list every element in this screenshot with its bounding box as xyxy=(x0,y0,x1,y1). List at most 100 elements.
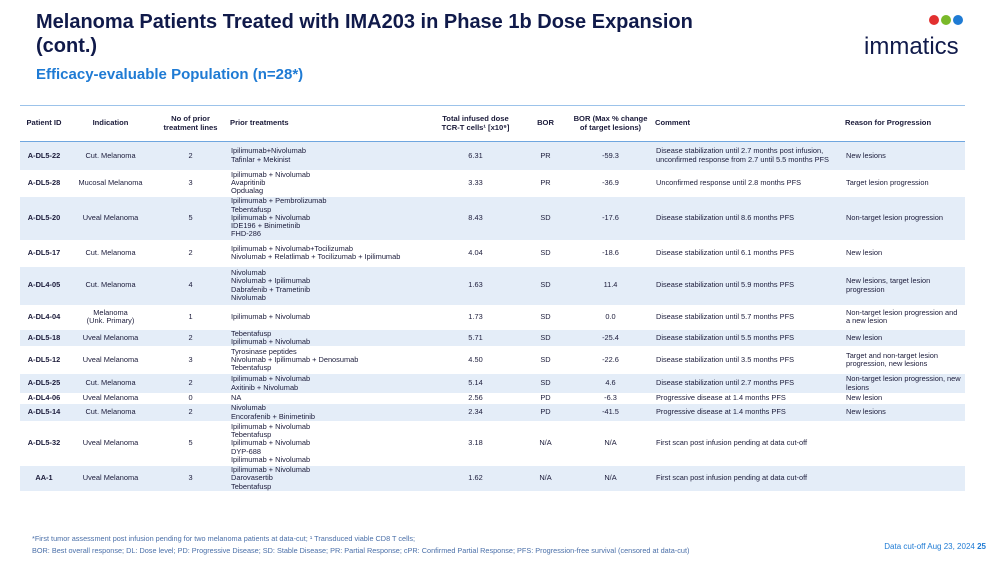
logo-text: immatics xyxy=(864,33,959,60)
table-cell: A-DL5-14 xyxy=(20,404,68,422)
table-cell: First scan post infusion pending at data… xyxy=(656,438,808,448)
table-row: A-DL5-12 Uveal Melanoma 3 Tyrosinase peptid… xyxy=(20,346,965,374)
column-header: BOR xyxy=(523,105,568,142)
table-cell: Ipilimumab + Nivolumab Tebentafusp Ipili… xyxy=(231,421,311,465)
table-cell: Cut. Melanoma xyxy=(68,404,153,422)
table-cell: -25.4 xyxy=(568,329,653,347)
table-cell: Disease stabilization until 2.7 months P… xyxy=(653,374,843,394)
table-cell: 0.0 xyxy=(605,311,616,321)
table-cell: Mucosal Melanoma xyxy=(78,177,143,187)
table-cell: SD xyxy=(523,266,568,305)
table-cell: Target and non-target lesion progression… xyxy=(846,350,939,369)
column-header: No of prior treatment lines xyxy=(153,105,228,142)
table-cell: -18.6 xyxy=(602,247,619,257)
cutoff-text: Data cut-off Aug 23, 2024 xyxy=(884,542,975,551)
footnote: BOR: Best overall response; DL: Dose lev… xyxy=(32,546,690,555)
slide-title: Melanoma Patients Treated with IMA203 in… xyxy=(36,11,693,57)
table-cell: Uveal Melanoma xyxy=(68,466,153,492)
table-cell: 1.62 xyxy=(428,466,523,492)
table-cell: -6.3 xyxy=(604,393,617,403)
table-cell: Uveal Melanoma xyxy=(82,393,139,403)
table-row: A-DL5-32 Uveal Melanoma 5 Ipilimumab + Nivo… xyxy=(20,421,965,466)
table-cell: First scan post infusion pending at data… xyxy=(653,466,843,492)
table-cell: 2 xyxy=(153,329,228,347)
table-cell: 3.33 xyxy=(468,177,483,187)
table-cell: A-DL5-22 xyxy=(20,141,68,170)
table-cell: 2 xyxy=(188,247,193,257)
table-cell: SD xyxy=(540,311,551,321)
table-cell: PR xyxy=(523,141,568,170)
table-cell: A-DL5-25 xyxy=(20,374,68,394)
table-row: A-DL5-25 Cut. Melanoma 2 Ipilimumab + Nivol… xyxy=(20,374,965,394)
table-cell: -36.9 xyxy=(602,177,619,187)
table-cell: 3 xyxy=(188,354,193,364)
table-cell: SD xyxy=(523,329,568,347)
table-cell: SD xyxy=(540,354,551,364)
table-cell: N/A xyxy=(568,466,653,492)
table-cell: Disease stabilization until 3.5 months P… xyxy=(656,354,795,364)
table-cell: Non-target lesion progression, new lesio… xyxy=(843,374,965,394)
slide-subtitle: Efficacy-evaluable Population (n=28*) xyxy=(36,66,304,83)
table-cell: 11.4 xyxy=(568,266,653,305)
table-cell: SD xyxy=(523,374,568,394)
table-cell: New lesion xyxy=(846,393,883,403)
table-row: A-DL4-05 Cut. Melanoma 4 Nivolumab Nivoluma… xyxy=(20,266,965,305)
table-cell: A-DL4-05 xyxy=(20,266,68,305)
table-cell: Target lesion progression xyxy=(846,177,929,187)
header-row: Patient ID Indication No of prior treatmen… xyxy=(20,105,965,142)
table-cell: Non-target lesion progression and a new … xyxy=(846,307,958,325)
table-cell: 6.31 xyxy=(428,141,523,170)
table-cell: A-DL5-17 xyxy=(27,247,61,257)
table-cell: -59.3 xyxy=(568,141,653,170)
table-cell: -22.6 xyxy=(602,354,619,364)
table-row: A-DL5-22 Cut. Melanoma 2 Ipilimumab+Nivolum… xyxy=(20,141,965,170)
table-row: A-DL5-17 Cut. Melanoma 2 Ipilimumab + Nivol… xyxy=(20,240,965,267)
table-cell: -17.6 xyxy=(568,196,653,240)
table-row: A-DL4-06 Uveal Melanoma 0 NA 2.56 PD -6.3 Progr… xyxy=(20,393,965,404)
table-cell: SD xyxy=(523,196,568,240)
table-cell: Ipilimumab+Nivolumab Tafinlar + Mekinist xyxy=(228,141,428,170)
table-cell: New lesion xyxy=(843,329,965,347)
column-header: Reason for Progression xyxy=(843,105,965,142)
table-cell: 3 xyxy=(153,466,228,492)
table-row: A-DL5-28 Mucosal Melanoma 3 Ipilimumab + Ni… xyxy=(20,170,965,197)
table-cell: A-DL5-12 xyxy=(27,354,61,364)
table-row: A-DL5-20 Uveal Melanoma 5 Ipilimumab + Pemb… xyxy=(20,196,965,240)
column-header: Comment xyxy=(653,105,843,142)
table-cell: Uveal Melanoma xyxy=(82,354,139,364)
column-header: Total infused dose TCR-T cells¹ [x10⁹] xyxy=(428,105,523,142)
table-cell: A-DL4-04 xyxy=(27,311,61,321)
table-cell: Uveal Melanoma xyxy=(68,196,153,240)
table-cell: New lesion xyxy=(846,247,883,257)
table-cell: 4.04 xyxy=(468,247,483,257)
table-cell: Tebentafusp Ipilimumab + Nivolumab xyxy=(228,329,428,347)
table-cell: 4.6 xyxy=(568,374,653,394)
table-cell: 4 xyxy=(153,266,228,305)
table-cell: 1.73 xyxy=(468,311,483,321)
footnotes: *First tumor assessment post infusion pe… xyxy=(32,533,689,557)
table-cell: Nivolumab Nivolumab + Ipilimumab Dabrafe… xyxy=(228,266,428,305)
table-cell: Disease stabilization until 5.5 months P… xyxy=(653,329,843,347)
table-cell: Nivolumab Encorafenib + Binimetinib xyxy=(228,404,428,422)
results-table: Patient ID Indication No of prior treatmen… xyxy=(20,105,965,492)
table-cell: 5.14 xyxy=(428,374,523,394)
table-cell: NA xyxy=(231,393,242,403)
table-cell: 4.50 xyxy=(468,354,483,364)
table-cell xyxy=(843,421,965,466)
table-cell: Uveal Melanoma xyxy=(68,329,153,347)
table-cell: 2 xyxy=(153,404,228,422)
table-cell: Tyrosinase peptides Nivolumab + Ipilimum… xyxy=(231,346,359,373)
logo: immatics xyxy=(864,15,963,60)
logo-dot xyxy=(941,15,951,25)
table-cell: Ipilimumab + Nivolumab Darovasertib Tebe… xyxy=(228,465,428,492)
table-row: AA-1 Uveal Melanoma 3 Ipilimumab + Nivoluma… xyxy=(20,465,965,492)
table-cell: Progressive disease at 1.4 months PFS xyxy=(656,393,786,403)
column-header: Indication xyxy=(68,105,153,142)
table-cell: N/A xyxy=(523,466,568,492)
table-cell: PD xyxy=(540,393,551,403)
table-cell: 3 xyxy=(188,177,193,187)
table-cell: PD xyxy=(523,404,568,422)
table-cell: Uveal Melanoma xyxy=(82,438,139,448)
table-cell: 1 xyxy=(188,311,193,321)
table-cell: Non-target lesion progression xyxy=(843,196,965,240)
